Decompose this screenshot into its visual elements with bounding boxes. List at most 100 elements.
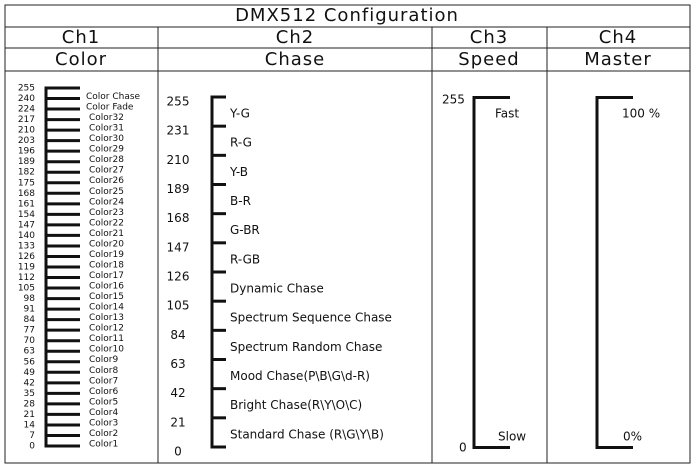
scale-value: 70 (24, 336, 36, 346)
scale-value: 210 (18, 126, 35, 136)
scale-value: 49 (24, 368, 36, 378)
scale-value: 168 (167, 211, 190, 225)
scale-value: 119 (18, 263, 35, 273)
function-text: Color24 (89, 197, 124, 207)
scale-value: 63 (170, 357, 185, 371)
function-text: Bright Chase(R\Y\O\C) (230, 398, 362, 412)
scale-value: 161 (18, 199, 35, 209)
scale-value: 175 (18, 178, 35, 188)
channel-label: Ch3 (470, 27, 508, 48)
scale-value: 189 (167, 182, 190, 196)
function-text: Spectrum Sequence Chase (230, 311, 392, 325)
function-text: Color29 (89, 145, 124, 155)
function-text: Color21 (89, 229, 124, 239)
function-label: Speed (458, 49, 519, 70)
function-label: Master (584, 49, 651, 70)
scale-value: 203 (18, 136, 35, 146)
scale-value: 7 (29, 431, 35, 441)
function-text: Color15 (89, 292, 124, 302)
function-text: Standard Chase (R\G\Y\B) (230, 427, 384, 441)
scale-value: 133 (18, 241, 35, 251)
scale-value: 14 (24, 420, 36, 430)
function-text: Color32 (89, 113, 124, 123)
scale-value: 147 (18, 220, 35, 230)
scale-value: 154 (18, 210, 35, 220)
channel-label: Ch1 (62, 27, 100, 48)
scale-value: 91 (24, 305, 35, 315)
function-text: Y-G (229, 107, 250, 121)
function-text: Color30 (89, 134, 124, 144)
scale-value: 255 (18, 84, 35, 94)
channel-label: Ch2 (276, 27, 314, 48)
scale-value: 0 (174, 445, 182, 459)
scale-value: 42 (24, 378, 35, 388)
channel-label: Ch4 (599, 27, 637, 48)
scale-value: 255 (442, 93, 465, 107)
scale-value: 98 (24, 294, 36, 304)
function-text: Slow (498, 430, 526, 444)
scale-value: 189 (18, 157, 35, 167)
function-text: Color16 (89, 282, 124, 292)
function-text: Color27 (89, 166, 124, 176)
scale-value: 112 (18, 273, 35, 283)
function-text: Color5 (89, 397, 118, 407)
function-text: Y-B (229, 165, 248, 179)
function-text: Color19 (89, 250, 124, 260)
function-text: Color12 (89, 324, 124, 334)
function-text: Color28 (89, 155, 124, 165)
scale-value: 84 (170, 328, 185, 342)
function-text: Color31 (89, 124, 124, 134)
function-text: Color13 (89, 313, 124, 323)
function-text: B-R (230, 194, 251, 208)
function-text: R-GB (230, 252, 260, 266)
function-text: Color6 (89, 387, 118, 397)
function-text: Spectrum Random Chase (230, 340, 382, 354)
function-text: 100 % (622, 107, 660, 121)
function-text: Color25 (89, 187, 124, 197)
function-text: Color17 (89, 271, 124, 281)
scale-value: 77 (24, 326, 35, 336)
function-text: Color1 (89, 439, 118, 449)
function-text: Color11 (89, 334, 124, 344)
scale-value: 255 (167, 95, 190, 109)
function-text: Color Fade (86, 103, 134, 113)
function-text: Mood Chase(P\B\G\d-R) (230, 369, 370, 383)
scale-value: 217 (18, 115, 35, 125)
function-text: Color20 (89, 239, 124, 249)
scale-value: 105 (167, 299, 190, 313)
function-text: Color26 (89, 176, 124, 186)
function-text: Fast (495, 107, 519, 121)
scale-value: 42 (170, 386, 185, 400)
scale-value: 168 (18, 189, 35, 199)
function-text: Color2 (89, 429, 118, 439)
function-text: Color9 (89, 355, 118, 365)
scale-value: 21 (170, 415, 185, 429)
function-label: Chase (265, 49, 325, 70)
scale-value: 28 (24, 399, 36, 409)
function-text: Color10 (89, 345, 124, 355)
scale-value: 21 (24, 410, 35, 420)
function-text: Color Chase (86, 92, 141, 102)
function-text: Color7 (89, 376, 118, 386)
scale-value: 240 (18, 94, 35, 104)
function-text: G-BR (230, 223, 260, 237)
outer-frame (4, 4, 691, 464)
function-text: Color22 (89, 218, 124, 228)
function-text: Color3 (89, 418, 118, 428)
function-text: Dynamic Chase (230, 282, 324, 296)
scale-value: 56 (24, 357, 36, 367)
function-text: 0% (623, 430, 642, 444)
scale-value: 126 (18, 252, 35, 262)
scale-value: 147 (167, 240, 190, 254)
scale-value: 140 (18, 231, 35, 241)
function-text: R-G (230, 136, 252, 150)
function-label: Color (55, 49, 107, 70)
scale-value: 0 (29, 442, 35, 452)
function-text: Color14 (89, 303, 124, 313)
title: DMX512 Configuration (235, 5, 459, 26)
scale-value: 35 (24, 389, 35, 399)
scale-value: 224 (18, 105, 35, 115)
scale-value: 0 (459, 441, 467, 455)
